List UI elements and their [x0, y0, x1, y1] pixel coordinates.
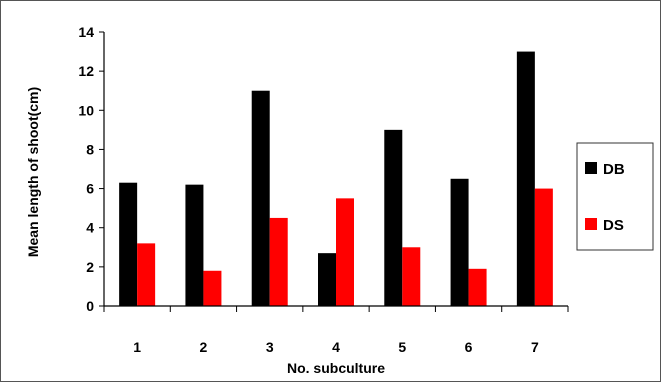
y-tick-label: 10 [78, 102, 94, 118]
bar-db-3 [251, 90, 270, 306]
bar-ds-2 [203, 270, 222, 306]
y-tick-label: 0 [86, 298, 94, 314]
x-tick-label: 2 [200, 339, 208, 355]
x-tick-label: 5 [398, 339, 406, 355]
bar-ds-5 [402, 247, 421, 306]
bar-db-6 [450, 178, 469, 306]
x-tick-label: 3 [266, 339, 274, 355]
bar-ds-6 [468, 268, 487, 306]
y-tick-label: 12 [78, 63, 94, 79]
x-axis-title: No. subculture [287, 360, 385, 376]
y-tick-label: 14 [78, 24, 94, 40]
bar-ds-1 [137, 243, 156, 306]
y-tick-label: 6 [86, 181, 94, 197]
y-tick-label: 4 [86, 220, 94, 236]
legend-label-ds: DS [603, 217, 624, 234]
x-tick-label: 7 [531, 339, 539, 355]
legend-swatch-db [585, 162, 597, 174]
bar-ds-3 [269, 217, 288, 306]
x-tick-label: 6 [465, 339, 473, 355]
y-tick-label: 2 [86, 259, 94, 275]
y-tick-label: 8 [86, 141, 94, 157]
x-tick-label: 1 [133, 339, 141, 355]
bar-db-1 [119, 182, 138, 306]
bars [119, 51, 553, 307]
bar-db-2 [185, 184, 204, 306]
x-axis-ticks: 1 2 3 4 5 6 7 [103, 306, 569, 355]
legend-label-db: DB [603, 161, 625, 178]
y-axis-title: Mean length of shoot(cm) [25, 87, 41, 257]
bar-db-5 [384, 129, 403, 306]
bar-db-4 [318, 253, 336, 306]
legend: DB DS [576, 142, 654, 251]
bar-db-7 [516, 51, 535, 307]
bar-ds-7 [534, 188, 553, 306]
legend-swatch-ds [585, 218, 597, 230]
bar-ds-4 [336, 198, 354, 306]
x-tick-label: 4 [332, 339, 340, 355]
legend-box [576, 142, 654, 251]
y-axis-ticks: 0 2 4 6 8 10 12 14 [78, 24, 104, 314]
